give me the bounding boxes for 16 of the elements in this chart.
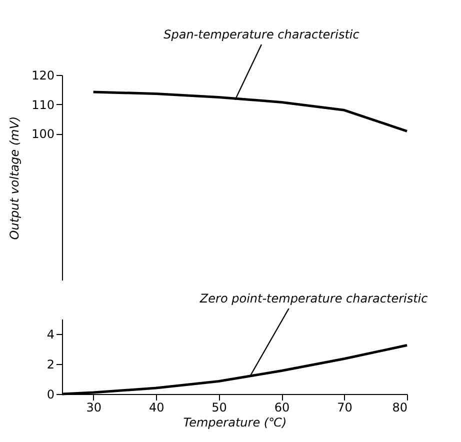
y-tick-label: 120 — [32, 68, 54, 82]
x-tick-label: 80 — [392, 400, 408, 414]
y-tick-label: 4 — [46, 328, 54, 342]
y-tick-label: 0 — [46, 388, 54, 402]
y-tick-label: 2 — [46, 358, 54, 372]
annotation: Zero point-temperature characteristic — [198, 292, 428, 306]
x-tick-label: 40 — [148, 400, 164, 414]
x-tick-label: 70 — [337, 400, 352, 414]
y-axis-title: Output voltage (mV) — [8, 116, 22, 240]
y-tick-label: 100 — [32, 127, 54, 142]
annotation: Span-temperature characteristic — [164, 28, 360, 42]
x-tick-label: 60 — [274, 400, 290, 414]
x-tick-label: 50 — [212, 400, 227, 414]
x-tick-label: 30 — [86, 400, 102, 414]
x-axis-title: Temperature (℃) — [183, 416, 287, 430]
y-tick-label: 110 — [32, 98, 54, 112]
